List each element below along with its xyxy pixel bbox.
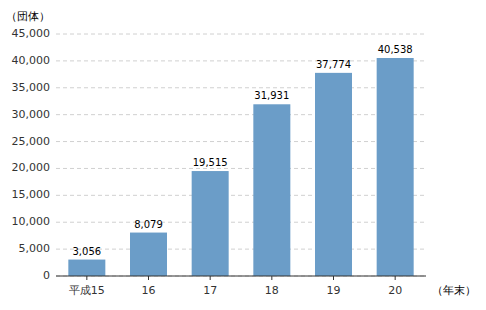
y-tick-label: 45,000 xyxy=(12,27,51,40)
y-tick-label: 15,000 xyxy=(12,188,51,201)
y-tick-label: 35,000 xyxy=(12,81,51,94)
data-label: 3,056 xyxy=(73,246,102,257)
x-tick-label: 17 xyxy=(203,284,217,297)
bar xyxy=(192,171,229,276)
x-tick-label: 19 xyxy=(327,284,341,297)
y-axis-label: （団体） xyxy=(6,10,50,23)
x-tick-label: 16 xyxy=(142,284,156,297)
grid xyxy=(56,34,426,276)
grid-line xyxy=(56,222,426,223)
x-tick xyxy=(148,276,149,280)
data-label: 40,538 xyxy=(378,44,413,55)
y-tick-label: 30,000 xyxy=(12,108,51,121)
bars xyxy=(68,58,413,276)
x-tick xyxy=(395,276,396,280)
x-tick xyxy=(333,276,334,280)
y-tick-label: 5,000 xyxy=(19,242,51,255)
grid-line xyxy=(56,195,426,196)
data-label: 31,931 xyxy=(254,90,289,101)
bar xyxy=(315,73,352,276)
grid-line xyxy=(56,141,426,142)
grid-line xyxy=(56,87,426,88)
x-tick xyxy=(210,276,211,280)
x-tick xyxy=(86,276,87,280)
x-axis-line xyxy=(56,276,426,277)
y-tick-label: 20,000 xyxy=(12,161,51,174)
bar xyxy=(68,260,105,276)
x-axis-label: （年末） xyxy=(432,284,476,297)
grid-line xyxy=(56,34,426,35)
x-tick-label: 18 xyxy=(265,284,279,297)
bar xyxy=(130,233,167,276)
grid-line xyxy=(56,249,426,250)
grid-line xyxy=(56,168,426,169)
data-label: 37,774 xyxy=(316,59,351,70)
chart: 0 5,000 10,000 15,000 20,000 25,000 30,000 35,0… xyxy=(0,0,486,310)
y-tick-label: 0 xyxy=(43,269,50,282)
y-tick-label: 10,000 xyxy=(12,215,51,228)
grid-line xyxy=(56,276,426,277)
x-tick-label: 平成15 xyxy=(69,284,105,297)
grid-line xyxy=(56,114,426,115)
grid-line xyxy=(56,60,426,61)
bar xyxy=(377,58,414,276)
y-tick-label: 25,000 xyxy=(12,135,51,148)
x-tick xyxy=(271,276,272,280)
data-label: 8,079 xyxy=(134,219,163,230)
data-label: 19,515 xyxy=(193,157,228,168)
x-tick-label: 20 xyxy=(388,284,402,297)
bar xyxy=(253,104,290,276)
y-tick-label: 40,000 xyxy=(12,54,51,67)
